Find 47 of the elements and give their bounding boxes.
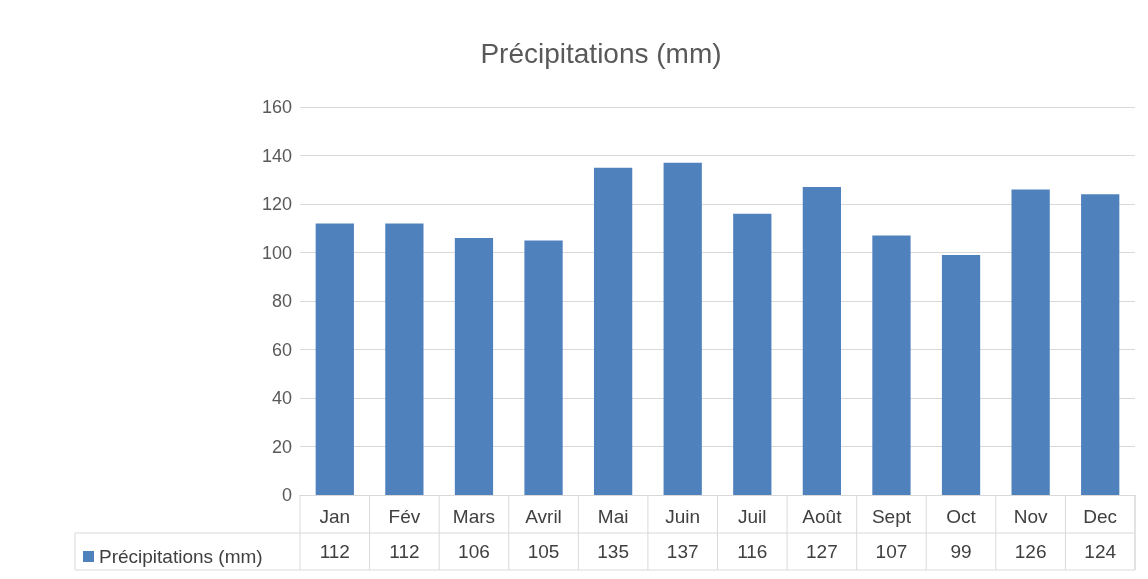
y-tick-label: 120 [261,194,292,214]
bar [802,187,842,495]
data-label: 135 [597,541,629,562]
bar [385,223,424,495]
data-label: 99 [950,541,972,562]
x-tick-label: Mars [452,506,496,527]
data-label: 112 [319,541,350,562]
y-tick-label: 20 [271,436,292,457]
x-tick-label: Juin [665,506,701,527]
bar [733,213,772,495]
y-tick-label: 140 [261,145,292,166]
data-label: 107 [875,541,908,562]
data-label: 105 [527,541,560,562]
y-tick-label: 80 [271,291,292,311]
x-tick-label: Sept [871,506,912,527]
data-label: 126 [1014,541,1047,562]
x-tick-label: Mai [597,506,629,527]
data-label: 106 [458,541,490,562]
x-tick-label: Nov [1013,506,1049,527]
bar [941,254,981,495]
bar [315,223,354,495]
x-tick-label: Jan [319,506,351,527]
chart-title: Précipitations (mm) [480,37,722,69]
x-tick-label: Fév [388,506,421,527]
y-tick-label: 0 [281,485,292,505]
legend-label: Précipitations (mm) [99,546,263,567]
data-label: 116 [737,541,768,562]
data-label: 127 [806,541,838,562]
x-tick-label: Avril [525,506,562,527]
bar [663,162,702,495]
x-tick-label: Oct [946,506,977,527]
x-tick-label: Juil [738,506,767,527]
data-label: 124 [1084,541,1117,562]
y-tick-label: 160 [261,97,292,117]
bar [524,240,563,495]
x-tick-label: Dec [1083,506,1118,527]
data-label: 137 [666,541,699,562]
bar [1011,189,1050,495]
bar [454,237,494,495]
bar [1081,194,1120,495]
data-label: 112 [389,541,420,562]
y-tick-label: 60 [271,339,292,360]
y-tick-label: 100 [261,242,292,263]
x-tick-label: Août [802,506,843,527]
bar [872,235,911,495]
y-tick-label: 40 [271,388,292,408]
bar [593,167,633,495]
